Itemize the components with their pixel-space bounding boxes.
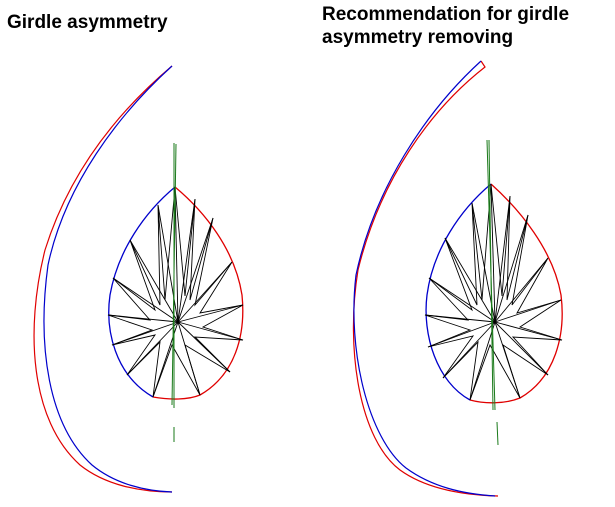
right-profile-blue [353, 60, 496, 497]
left-profile [33, 65, 173, 493]
left-pear-outline [108, 186, 244, 400]
left-profile-blue [43, 65, 173, 493]
right-profile-red [352, 60, 499, 497]
right-profile [352, 60, 499, 497]
left-outline-blue [108, 186, 176, 398]
right-axis [486, 139, 499, 446]
left-facet-lines [107, 186, 244, 398]
right-outline-red [469, 183, 563, 404]
panel-title-recommendation: Recommendation for girdle asymmetry remo… [322, 4, 570, 48]
panel-title-girdle-asymmetry: Girdle asymmetry [7, 12, 168, 33]
left-profile-red [33, 65, 173, 493]
left-outline-red [152, 186, 244, 400]
left-axis [171, 143, 177, 442]
right-facet-lines [424, 183, 563, 401]
